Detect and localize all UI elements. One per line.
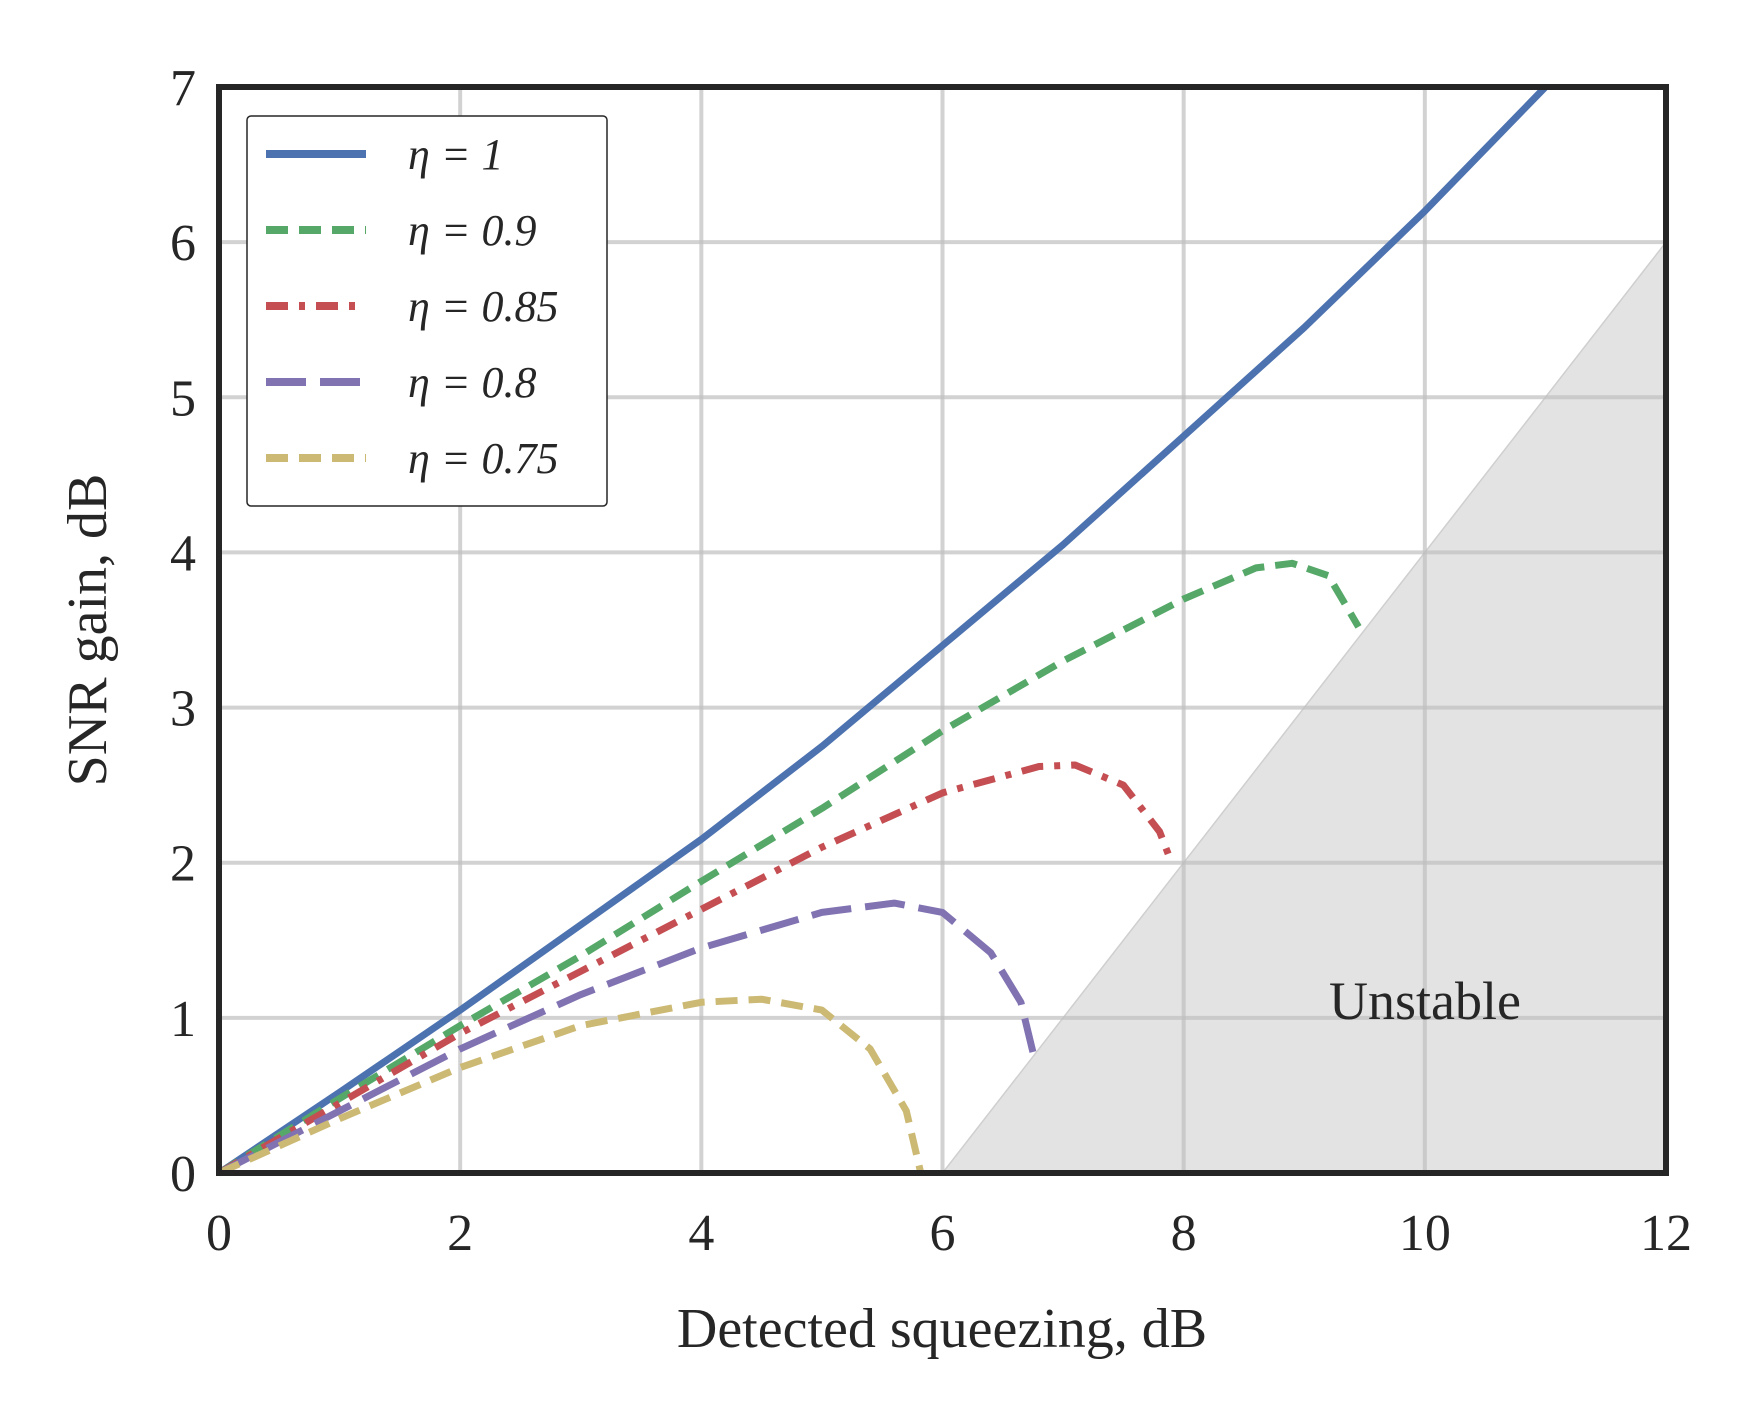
legend-label-3: η = 0.8	[408, 358, 537, 407]
series-line-3	[217, 899, 1037, 1177]
y-axis-title: SNR gain, dB	[57, 474, 119, 787]
x-tick-label: 2	[447, 1205, 473, 1262]
y-tick-label: 7	[170, 60, 196, 117]
y-tick-label: 4	[170, 525, 196, 582]
x-tick-label: 6	[930, 1205, 956, 1262]
legend-box	[246, 115, 608, 507]
unstable-label: Unstable	[1329, 971, 1521, 1031]
legend-entries: η = 1 η = 0.9 η = 0.85 η = 0.8 η = 0.75	[266, 130, 559, 483]
series-line-0	[217, 84, 1548, 1176]
x-tick-label: 10	[1399, 1205, 1451, 1262]
legend-label-4: η = 0.75	[408, 434, 559, 483]
x-axis-title: Detected squeezing, dB	[677, 1298, 1207, 1360]
legend-label-0: η = 1	[408, 130, 504, 179]
y-tick-label: 5	[170, 370, 196, 427]
y-tick-label: 0	[170, 1146, 196, 1203]
series-line-4	[217, 995, 925, 1177]
y-tick-label: 6	[170, 215, 196, 272]
series-group	[217, 84, 1548, 1177]
x-tick-label: 12	[1640, 1205, 1692, 1262]
x-tick-label: 8	[1171, 1205, 1197, 1262]
legend-label-2: η = 0.85	[408, 282, 559, 331]
y-tick-label: 2	[170, 836, 196, 893]
legend: η = 1 η = 0.9 η = 0.85 η = 0.8 η = 0.75	[246, 115, 608, 507]
x-tick-label: 4	[688, 1205, 714, 1262]
y-tick-label: 3	[170, 681, 196, 738]
plot-frame	[216, 84, 1669, 1176]
series-line-2	[217, 761, 1175, 1177]
x-tick-label: 0	[206, 1205, 232, 1262]
series-line-1	[217, 559, 1362, 1176]
y-tick-label: 1	[170, 991, 196, 1048]
legend-label-1: η = 0.9	[408, 206, 537, 255]
